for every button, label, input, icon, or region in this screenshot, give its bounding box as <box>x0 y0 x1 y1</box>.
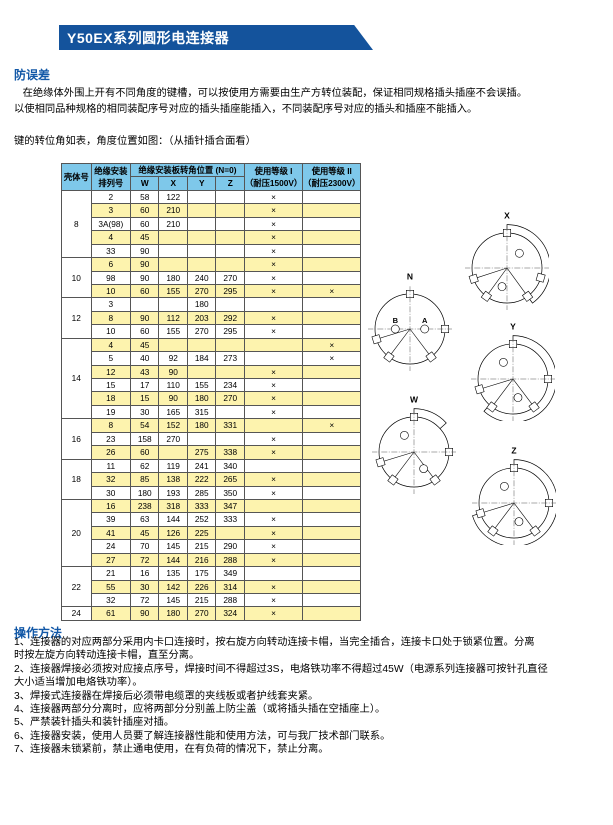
svg-text:A: A <box>422 316 428 325</box>
svg-text:Y: Y <box>510 323 516 331</box>
svg-text:B: B <box>392 316 398 325</box>
svg-text:N: N <box>407 273 413 281</box>
svg-text:X: X <box>504 212 510 220</box>
svg-text:Z: Z <box>512 447 517 455</box>
svg-text:W: W <box>410 396 419 404</box>
